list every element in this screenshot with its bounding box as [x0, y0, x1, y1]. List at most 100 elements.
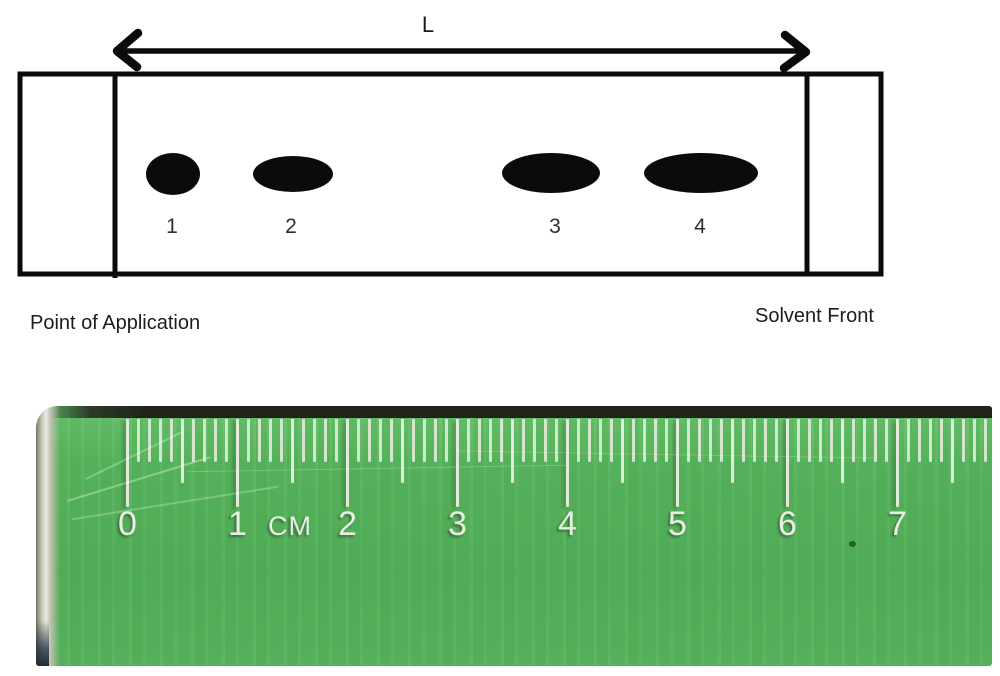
ruler-tick [632, 419, 635, 462]
ruler-tick [764, 419, 767, 462]
ruler-tick [918, 419, 921, 462]
ruler-tick [489, 419, 492, 462]
ruler-tick [885, 419, 888, 462]
ruler-tick [445, 419, 448, 462]
ruler-scan-streaks [36, 406, 992, 666]
ruler-number: 6 [778, 505, 797, 543]
point-of-application-label: Point of Application [30, 312, 200, 334]
spot-number-label: 3 [549, 215, 561, 238]
ruler-tick [599, 419, 602, 462]
ruler-tick [621, 419, 624, 483]
ruler-number: 2 [338, 505, 357, 543]
solvent-front-label: Solvent Front [755, 305, 874, 327]
ruler-tick [192, 419, 195, 462]
ruler-tick [346, 419, 349, 507]
ruler-tick [940, 419, 943, 462]
ruler-tick [335, 419, 338, 462]
ruler-tick [786, 419, 789, 507]
ruler-tick [830, 419, 833, 462]
ruler-tick [676, 419, 679, 507]
sample-spot [253, 156, 333, 192]
ruler-tick [753, 419, 756, 462]
ruler-tick [500, 419, 503, 462]
ruler-tick [148, 419, 151, 462]
ruler-tick [973, 419, 976, 462]
ruler-tick [863, 419, 866, 462]
ruler-tick [951, 419, 954, 483]
ruler-tick [280, 419, 283, 462]
ruler-tick [720, 419, 723, 462]
ruler-tick [456, 419, 459, 507]
dust-speck [849, 541, 856, 547]
ruler-tick [577, 419, 580, 462]
sample-spot [644, 153, 758, 193]
ruler-tick [379, 419, 382, 462]
ruler-tick [313, 419, 316, 462]
length-arrow [112, 28, 811, 73]
ruler-tick [258, 419, 261, 462]
sample-spot [502, 153, 600, 193]
ruler-number: 1 [228, 505, 247, 543]
plate-outline [17, 71, 884, 277]
ruler-tick [225, 419, 228, 462]
ruler-tick [511, 419, 514, 483]
ruler-tick [665, 419, 668, 462]
ruler-tick [478, 419, 481, 462]
ruler-tick [203, 419, 206, 462]
ruler-tick [819, 419, 822, 462]
ruler-photo: 0 1 2 3 4 5 6 7 CM [36, 406, 992, 666]
length-label: L [422, 12, 434, 37]
ruler-tick [181, 419, 184, 483]
ruler-top-edge [36, 406, 992, 418]
ruler-tick [302, 419, 305, 462]
ruler-number: 4 [558, 505, 577, 543]
ruler-tick [401, 419, 404, 483]
ruler-tick [896, 419, 899, 507]
ruler-tick [412, 419, 415, 462]
ruler-tick [159, 419, 162, 462]
ruler-tick [797, 419, 800, 462]
ruler-tick [929, 419, 932, 462]
ruler-tick [588, 419, 591, 462]
ruler-tick [654, 419, 657, 462]
ruler-tick [434, 419, 437, 462]
ruler-tick [907, 419, 910, 462]
ruler-number: 3 [448, 505, 467, 543]
ruler-tick [170, 419, 173, 462]
arrowhead-left-icon [112, 28, 143, 72]
arrowhead-right-icon [779, 30, 811, 73]
ruler-tick [709, 419, 712, 462]
ruler-tick [269, 419, 272, 462]
ruler-tick [610, 419, 613, 462]
ruler-tick [522, 419, 525, 462]
spot-number-label: 2 [285, 215, 297, 238]
ruler-number: 5 [668, 505, 687, 543]
ruler-tick [467, 419, 470, 462]
ruler-unit-label: CM [268, 511, 312, 541]
ruler-tick [731, 419, 734, 483]
ruler-corner-shadow [36, 620, 49, 666]
ruler-tick [368, 419, 371, 462]
ruler-tick [962, 419, 965, 462]
ruler-tick [698, 419, 701, 462]
ruler-tick [390, 419, 393, 462]
ruler-tick [808, 419, 811, 462]
ruler-tick [643, 419, 646, 462]
ruler-tick [687, 419, 690, 462]
ruler-tick [852, 419, 855, 462]
ruler-tick [291, 419, 294, 483]
ruler-tick [214, 419, 217, 462]
ruler-tick [775, 419, 778, 462]
ruler-tick [566, 419, 569, 507]
ruler-tick [236, 419, 239, 507]
ruler-tick [126, 419, 129, 507]
chromatography-diagram: L 1 2 3 4 Point of Application Solvent Fron… [17, 12, 884, 334]
ruler-tick [533, 419, 536, 462]
spot-number-label: 1 [166, 215, 178, 238]
sample-spot [146, 153, 200, 195]
ruler-tick [874, 419, 877, 462]
ruler-tick [544, 419, 547, 462]
ruler-tick [555, 419, 558, 462]
ruler-tick [247, 419, 250, 462]
